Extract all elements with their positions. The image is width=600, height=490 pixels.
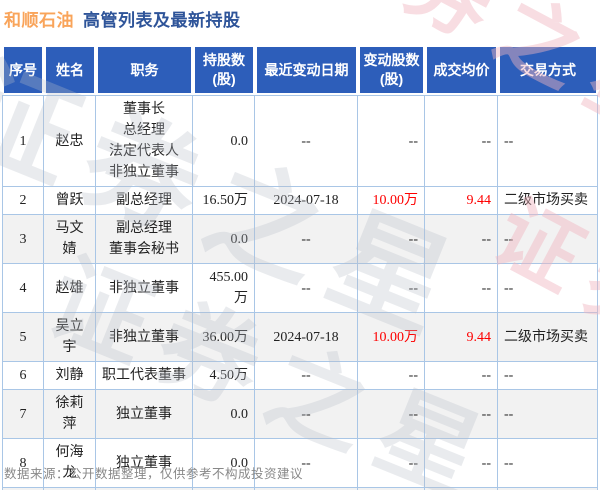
cell-change: -- xyxy=(358,215,425,264)
data-source-note: 数据来源：公开数据整理，仅供参考不构成投资建议 xyxy=(4,467,304,481)
cell-name: 徐莉萍 xyxy=(44,390,96,439)
cell-price: 9.44 xyxy=(425,313,498,362)
table-row: 1 赵忠 董事长 总经理 法定代表人 非独立董事 0.0 -- -- -- -- xyxy=(2,95,598,187)
executives-table: 序号 姓名 职务 持股数 (股) 最近变动日期 变动股数 (股) 成交均价 交易方式 1 赵忠董… xyxy=(2,45,598,490)
cell-shares: 0.0 xyxy=(193,390,255,439)
table-header-row: 序号 姓名 职务 持股数 (股) 最近变动日期 变动股数 (股) 成交均价 交易方式 xyxy=(2,45,598,95)
column-header-method: 交易方式 xyxy=(498,45,598,95)
table-row: 7 徐莉萍 独立董事 0.0 -- -- -- -- xyxy=(2,390,598,439)
column-header-change: 变动股数 (股) xyxy=(358,45,425,95)
cell-no: 3 xyxy=(2,215,44,264)
cell-method: -- xyxy=(498,439,598,488)
cell-change: -- xyxy=(358,264,425,313)
column-header-price: 成交均价 xyxy=(425,45,498,95)
page-title: 和顺石油 高管列表及最新持股 xyxy=(4,6,241,31)
cell-position: 副总经理 xyxy=(96,187,193,215)
cell-change: -- xyxy=(358,95,425,187)
cell-name: 谢小平 xyxy=(44,488,96,490)
cell-method: -- xyxy=(498,488,598,490)
cell-price: -- xyxy=(425,264,498,313)
cell-shares: 0.0 xyxy=(193,488,255,490)
cell-price: -- xyxy=(425,215,498,264)
cell-price: -- xyxy=(425,95,498,187)
cell-change: 10.00万 xyxy=(358,313,425,362)
cell-date: -- xyxy=(255,215,358,264)
table-row: 3 马文婧 副总经理 董事会秘书 0.0 -- -- -- -- xyxy=(2,215,598,264)
cell-price: -- xyxy=(425,439,498,488)
cell-no: 5 xyxy=(2,313,44,362)
cell-shares: 0.0 xyxy=(193,95,255,187)
cell-change: -- xyxy=(358,390,425,439)
cell-shares: 36.00万 xyxy=(193,313,255,362)
table-row: 2 曾跃 副总经理 16.50万 2024-07-18 10.00万 9.44 二级市场买卖 xyxy=(2,187,598,215)
cell-date: -- xyxy=(255,95,358,187)
cell-date: -- xyxy=(255,488,358,490)
cell-no: 6 xyxy=(2,362,44,390)
cell-position: 独立董事 xyxy=(96,439,193,488)
cell-change: -- xyxy=(358,362,425,390)
table-row: 8 何海龙 独立董事 0.0 -- -- -- -- xyxy=(2,439,598,488)
column-header-position: 职务 xyxy=(96,45,193,95)
table-body: 1 赵忠 董事长 总经理 法定代表人 非独立董事 0.0 -- -- -- -- 2 曾跃 副总经理… xyxy=(2,95,598,490)
cell-name: 曾跃 xyxy=(44,187,96,215)
cell-name: 何海龙 xyxy=(44,439,96,488)
cell-price: -- xyxy=(425,362,498,390)
cell-no: 1 xyxy=(2,95,44,187)
column-header-shares: 持股数 (股) xyxy=(193,45,255,95)
cell-method: -- xyxy=(498,362,598,390)
cell-position: 独立董事 xyxy=(96,488,193,490)
cell-method: 二级市场买卖 xyxy=(498,187,598,215)
cell-method: -- xyxy=(498,264,598,313)
cell-date: 2024-07-18 xyxy=(255,187,358,215)
table-row: 6 刘静 职工代表董事 4.50万 -- -- -- -- xyxy=(2,362,598,390)
cell-change: -- xyxy=(358,439,425,488)
table-row: 4 赵雄 非独立董事 455.00万 -- -- -- -- xyxy=(2,264,598,313)
column-header-no: 序号 xyxy=(2,45,44,95)
cell-name: 马文婧 xyxy=(44,215,96,264)
cell-no: 4 xyxy=(2,264,44,313)
cell-position: 独立董事 xyxy=(96,390,193,439)
cell-date: -- xyxy=(255,439,358,488)
cell-name: 吴立宇 xyxy=(44,313,96,362)
cell-method: -- xyxy=(498,95,598,187)
cell-price: -- xyxy=(425,390,498,439)
cell-shares: 16.50万 xyxy=(193,187,255,215)
cell-method: 二级市场买卖 xyxy=(498,313,598,362)
cell-change: 10.00万 xyxy=(358,187,425,215)
column-header-date: 最近变动日期 xyxy=(255,45,358,95)
cell-name: 赵雄 xyxy=(44,264,96,313)
cell-name: 赵忠 xyxy=(44,95,96,187)
cell-no: 9 xyxy=(2,488,44,490)
cell-shares: 0.0 xyxy=(193,439,255,488)
page-title-text: 高管列表及最新持股 xyxy=(83,11,241,30)
cell-method: -- xyxy=(498,390,598,439)
cell-position: 董事长 总经理 法定代表人 非独立董事 xyxy=(96,95,193,187)
column-header-name: 姓名 xyxy=(44,45,96,95)
cell-date: 2024-07-18 xyxy=(255,313,358,362)
cell-shares: 4.50万 xyxy=(193,362,255,390)
cell-no: 8 xyxy=(2,439,44,488)
cell-name: 刘静 xyxy=(44,362,96,390)
cell-date: -- xyxy=(255,362,358,390)
cell-shares: 455.00万 xyxy=(193,264,255,313)
cell-no: 2 xyxy=(2,187,44,215)
cell-price: -- xyxy=(425,488,498,490)
cell-date: -- xyxy=(255,264,358,313)
table-row: 9谢小平独立董事0.0-------- xyxy=(2,488,598,490)
table-row: 5 吴立宇 非独立董事 36.00万 2024-07-18 10.00万 9.44 二级市场买… xyxy=(2,313,598,362)
stock-name: 和顺石油 xyxy=(4,11,74,30)
cell-position: 职工代表董事 xyxy=(96,362,193,390)
cell-method: -- xyxy=(498,215,598,264)
cell-position: 非独立董事 xyxy=(96,264,193,313)
cell-change: -- xyxy=(358,488,425,490)
cell-position: 非独立董事 xyxy=(96,313,193,362)
cell-price: 9.44 xyxy=(425,187,498,215)
cell-no: 7 xyxy=(2,390,44,439)
cell-shares: 0.0 xyxy=(193,215,255,264)
cell-position: 副总经理 董事会秘书 xyxy=(96,215,193,264)
cell-date: -- xyxy=(255,390,358,439)
table-header: 序号 姓名 职务 持股数 (股) 最近变动日期 变动股数 (股) 成交均价 交易方式 xyxy=(2,45,598,95)
